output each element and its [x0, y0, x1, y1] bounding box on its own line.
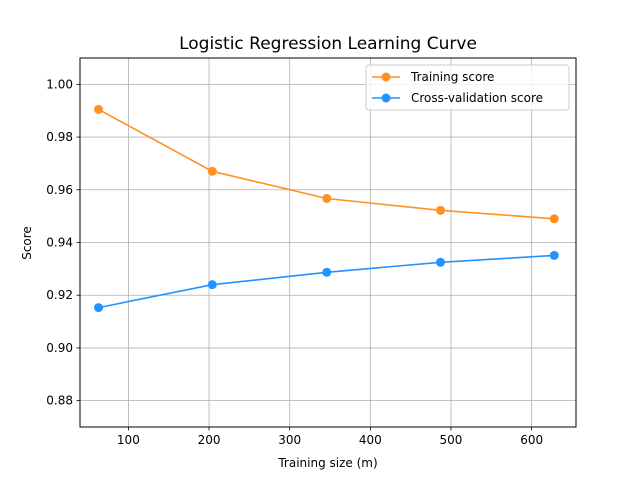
data-point	[436, 257, 446, 267]
data-point	[549, 214, 559, 224]
y-tick-label: 0.96	[46, 183, 73, 197]
y-axis-ticks: 0.88 0.90 0.92 0.94 0.96 0.98 1.00	[46, 77, 80, 408]
y-tick-label: 0.94	[46, 236, 73, 250]
y-tick-label: 0.92	[46, 288, 73, 302]
legend: Training score Cross-validation score	[365, 64, 570, 111]
y-tick-label: 1.00	[46, 77, 73, 91]
x-axis-label: Training size (m)	[277, 456, 377, 470]
legend-entry-label: Training score	[410, 70, 494, 84]
x-tick-label: 500	[440, 433, 463, 447]
data-point	[436, 205, 446, 215]
data-point	[94, 303, 104, 313]
x-tick-label: 200	[198, 433, 221, 447]
y-tick-label: 0.98	[46, 130, 73, 144]
y-tick-label: 0.90	[46, 341, 73, 355]
legend-box	[365, 64, 570, 111]
data-point	[94, 104, 104, 114]
data-point	[207, 280, 217, 290]
data-point	[207, 166, 217, 176]
chart-title: Logistic Regression Learning Curve	[179, 34, 477, 54]
series-training-score	[94, 104, 559, 224]
x-tick-label: 300	[278, 433, 301, 447]
y-tick-label: 0.88	[46, 394, 73, 408]
data-point	[549, 250, 559, 260]
x-axis-ticks: 100 200 300 400 500 600	[117, 427, 543, 447]
data-point	[322, 193, 332, 203]
data-point	[322, 267, 332, 277]
legend-swatch-marker	[381, 93, 391, 103]
x-tick-label: 100	[117, 433, 140, 447]
series-cross-validation-score	[94, 250, 559, 313]
legend-swatch-marker	[381, 72, 391, 82]
x-tick-label: 600	[520, 433, 543, 447]
legend-entry-label: Cross-validation score	[411, 91, 543, 105]
y-axis-label: Score	[20, 226, 34, 260]
series-layer	[94, 104, 559, 313]
x-tick-label: 400	[359, 433, 382, 447]
